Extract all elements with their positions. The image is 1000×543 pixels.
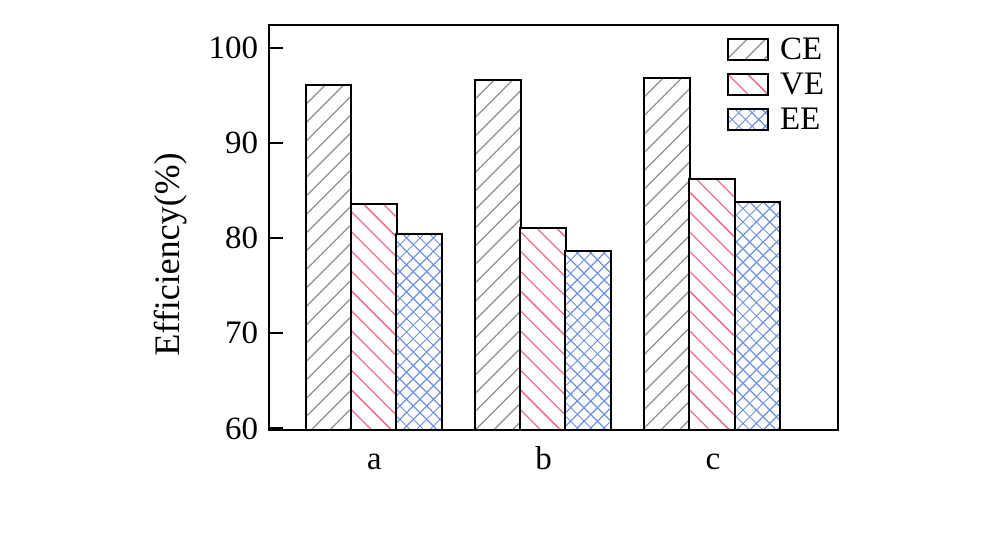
y-tick-80 xyxy=(270,236,283,240)
legend-label-ve: VE xyxy=(780,65,824,102)
bar-ee-a xyxy=(395,233,443,429)
bar-ce-b xyxy=(473,79,522,429)
y-tick-label-100: 100 xyxy=(208,30,259,67)
bar-ce-c xyxy=(643,77,691,429)
y-tick-90 xyxy=(270,141,283,145)
y-tick-60 xyxy=(270,426,283,430)
legend-swatch-ee xyxy=(727,107,769,131)
bar-ve-b xyxy=(519,226,567,429)
x-tick-label-a: a xyxy=(366,441,382,477)
y-tick-label-60: 60 xyxy=(225,410,258,447)
legend-swatch-ce xyxy=(727,38,769,61)
y-tick-label-80: 80 xyxy=(225,220,258,257)
bar-ee-b xyxy=(564,250,613,429)
bar-ve-c xyxy=(688,178,737,429)
legend-swatch-ve xyxy=(727,72,769,96)
legend-label-ce: CE xyxy=(780,31,823,67)
y-tick-label-70: 70 xyxy=(225,315,258,352)
y-tick-70 xyxy=(270,331,283,335)
y-tick-100 xyxy=(270,46,283,50)
bar-ce-a xyxy=(304,84,353,429)
bar-ee-c xyxy=(733,200,782,429)
y-tick-label-90: 90 xyxy=(225,125,258,162)
bar-ve-a xyxy=(349,202,398,429)
legend-label-ee: EE xyxy=(780,100,821,137)
x-tick-label-b: b xyxy=(535,441,552,477)
x-tick-label-c: c xyxy=(705,441,721,477)
